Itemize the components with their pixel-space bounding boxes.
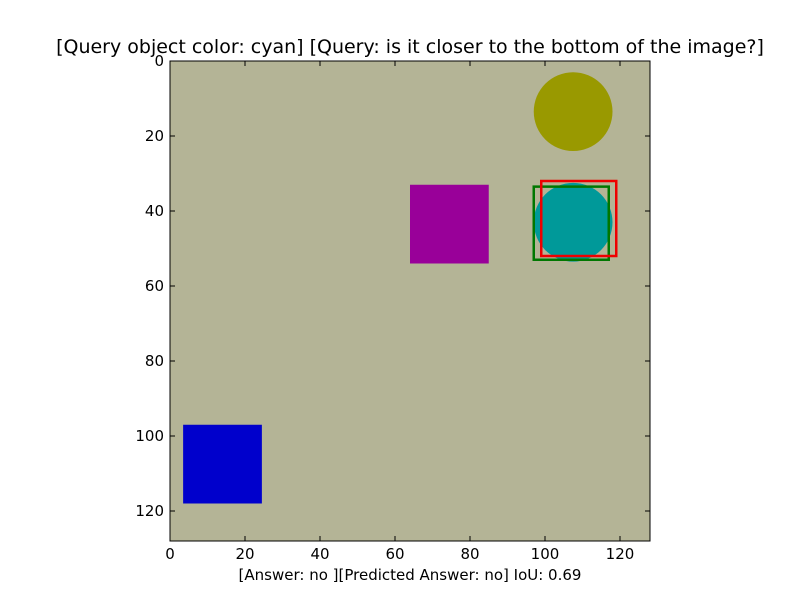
- y-tick-label: 60: [145, 277, 164, 295]
- object-square-2: [410, 184, 489, 264]
- x-axis-label: [Answer: no ][Predicted Answer: no] IoU:…: [239, 566, 582, 584]
- object-circle-0: [533, 72, 613, 151]
- plot-area: [169, 60, 651, 542]
- x-tick-label: 0: [165, 545, 175, 563]
- object-circle-1: [533, 182, 613, 262]
- x-tick-label: 120: [606, 545, 635, 563]
- chart-title: [Query object color: cyan] [Query: is it…: [56, 36, 764, 58]
- y-tick-label: 100: [135, 427, 164, 445]
- x-tick-label: 80: [460, 545, 479, 563]
- y-tick-label: 120: [135, 502, 164, 520]
- y-tick-label: 80: [145, 352, 164, 370]
- y-tick-label: 40: [145, 202, 164, 220]
- axis-ticks: 0 20 40 60 80 100 120 0 20 40 60 80 100 120: [135, 52, 650, 563]
- y-tick-label: 20: [145, 127, 164, 145]
- axes-frame: [169, 60, 651, 542]
- x-tick-label: 100: [531, 545, 560, 563]
- object-square-3: [183, 424, 262, 504]
- y-tick-label: 0: [154, 52, 164, 70]
- x-tick-label: 40: [310, 545, 329, 563]
- predicted-box: [540, 179, 618, 258]
- ground-truth-box: [532, 185, 610, 261]
- x-tick-label: 20: [235, 545, 254, 563]
- x-tick-label: 60: [385, 545, 404, 563]
